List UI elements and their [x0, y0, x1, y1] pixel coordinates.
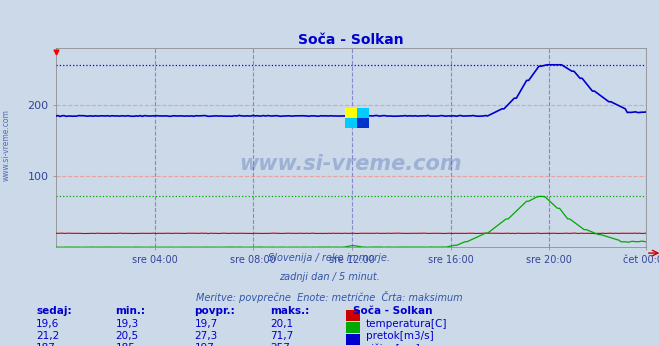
- Text: Meritve: povprečne  Enote: metrične  Črta: maksimum: Meritve: povprečne Enote: metrične Črta:…: [196, 291, 463, 303]
- Text: 20,1: 20,1: [270, 319, 293, 329]
- Text: zadnji dan / 5 minut.: zadnji dan / 5 minut.: [279, 272, 380, 282]
- Text: 257: 257: [270, 343, 290, 346]
- Text: 185: 185: [115, 343, 135, 346]
- Text: povpr.:: povpr.:: [194, 306, 235, 316]
- Text: sedaj:: sedaj:: [36, 306, 72, 316]
- Bar: [357, 118, 368, 128]
- Text: višina[cm]: višina[cm]: [366, 343, 420, 346]
- Text: 71,7: 71,7: [270, 331, 293, 341]
- Text: 27,3: 27,3: [194, 331, 217, 341]
- Text: 197: 197: [194, 343, 214, 346]
- Text: www.si-vreme.com: www.si-vreme.com: [2, 109, 11, 181]
- Bar: [345, 108, 357, 118]
- Text: maks.:: maks.:: [270, 306, 310, 316]
- Text: 21,2: 21,2: [36, 331, 59, 341]
- Text: www.si-vreme.com: www.si-vreme.com: [240, 154, 462, 174]
- Text: 187: 187: [36, 343, 56, 346]
- Bar: [357, 108, 368, 118]
- Text: 20,5: 20,5: [115, 331, 138, 341]
- Text: Soča - Solkan: Soča - Solkan: [353, 306, 432, 316]
- Text: temperatura[C]: temperatura[C]: [366, 319, 447, 329]
- Text: 19,7: 19,7: [194, 319, 217, 329]
- Text: 19,6: 19,6: [36, 319, 59, 329]
- Text: 19,3: 19,3: [115, 319, 138, 329]
- Title: Soča - Solkan: Soča - Solkan: [298, 33, 404, 47]
- Text: pretok[m3/s]: pretok[m3/s]: [366, 331, 434, 341]
- Text: Slovenija / reke in morje.: Slovenija / reke in morje.: [268, 253, 391, 263]
- Text: min.:: min.:: [115, 306, 146, 316]
- Bar: [345, 118, 357, 128]
